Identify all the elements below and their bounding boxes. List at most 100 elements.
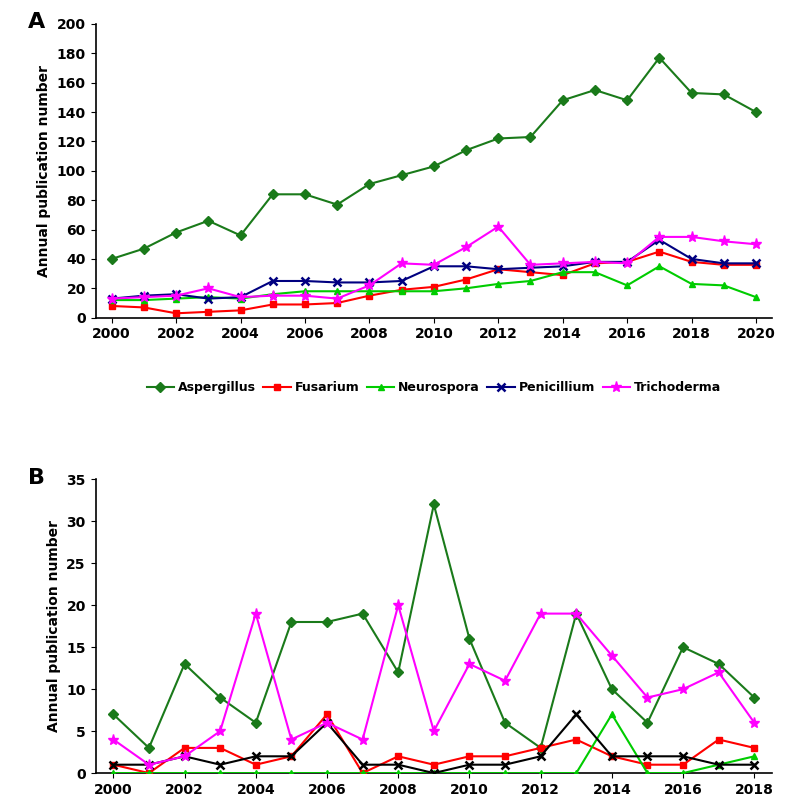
Neurospora xyxy=(429,768,439,778)
Neurospora xyxy=(500,768,509,778)
Aspergillus xyxy=(590,85,599,95)
Trichoderma xyxy=(751,239,761,249)
Trichoderma xyxy=(572,609,581,618)
Aspergillus xyxy=(678,642,688,652)
Fusarium xyxy=(500,752,509,761)
Aspergillus xyxy=(139,244,149,253)
Penicillium xyxy=(144,760,154,769)
Trichoderma xyxy=(108,735,118,744)
Fusarium xyxy=(642,760,652,769)
Trichoderma xyxy=(300,291,310,300)
Neurospora xyxy=(429,286,439,296)
Neurospora xyxy=(393,768,403,778)
Aspergillus xyxy=(622,96,632,105)
Neurospora xyxy=(714,760,724,769)
Aspergillus xyxy=(494,134,503,143)
Trichoderma xyxy=(144,760,154,769)
Fusarium xyxy=(144,768,154,778)
Aspergillus xyxy=(572,609,581,618)
Neurospora xyxy=(687,279,696,289)
Aspergillus xyxy=(333,200,342,210)
Penicillium xyxy=(714,760,724,769)
Aspergillus xyxy=(287,617,296,626)
Trichoderma xyxy=(322,718,332,728)
Penicillium xyxy=(236,292,245,302)
Trichoderma xyxy=(333,294,342,304)
Neurospora xyxy=(204,292,213,302)
Trichoderma xyxy=(171,291,181,300)
Neurospora xyxy=(180,768,189,778)
Neurospora xyxy=(494,279,503,289)
Neurospora xyxy=(607,709,617,719)
Neurospora xyxy=(751,292,761,302)
Line: Neurospora: Neurospora xyxy=(108,263,759,304)
Trichoderma xyxy=(216,726,225,736)
Aspergillus xyxy=(393,668,403,677)
Neurospora xyxy=(558,267,568,277)
Neurospora xyxy=(719,281,728,290)
Legend: Aspergillus, Fusarium, Neurospora, Penicillium, Trichoderma: Aspergillus, Fusarium, Neurospora, Penic… xyxy=(142,376,726,399)
Aspergillus xyxy=(107,254,116,264)
Fusarium xyxy=(107,301,116,311)
Fusarium xyxy=(461,275,470,285)
Trichoderma xyxy=(607,651,617,661)
Penicillium xyxy=(750,760,759,769)
Trichoderma xyxy=(461,242,470,252)
Aspergillus xyxy=(525,132,535,142)
Aspergillus xyxy=(500,718,509,728)
Fusarium xyxy=(525,267,535,277)
Penicillium xyxy=(654,235,664,245)
Fusarium xyxy=(322,709,332,719)
Line: Neurospora: Neurospora xyxy=(110,711,758,776)
Line: Trichoderma: Trichoderma xyxy=(106,221,762,304)
Penicillium xyxy=(642,752,652,761)
Penicillium xyxy=(216,760,225,769)
Penicillium xyxy=(678,752,688,761)
Aspergillus xyxy=(180,659,189,669)
Penicillium xyxy=(108,760,118,769)
Penicillium xyxy=(622,257,632,267)
Aspergillus xyxy=(268,190,278,199)
Trichoderma xyxy=(204,284,213,293)
Aspergillus xyxy=(687,88,696,98)
Penicillium xyxy=(107,294,116,304)
Penicillium xyxy=(393,760,403,769)
Y-axis label: Annual publication number: Annual publication number xyxy=(47,520,60,732)
Trichoderma xyxy=(139,292,149,302)
Neurospora xyxy=(622,281,632,290)
Penicillium xyxy=(558,261,568,271)
Text: A: A xyxy=(28,12,45,32)
Aspergillus xyxy=(654,53,664,62)
Neurospora xyxy=(171,294,181,304)
Fusarium xyxy=(622,257,632,267)
Penicillium xyxy=(687,254,696,264)
Trichoderma xyxy=(500,676,509,685)
Aspergillus xyxy=(461,146,470,155)
Fusarium xyxy=(607,752,617,761)
Trichoderma xyxy=(397,258,407,268)
Aspergillus xyxy=(751,108,761,117)
Fusarium xyxy=(687,257,696,267)
Aspergillus xyxy=(465,634,474,643)
Neurospora xyxy=(572,768,581,778)
Aspergillus xyxy=(358,609,368,618)
Fusarium xyxy=(333,298,342,308)
Fusarium xyxy=(429,282,439,292)
Trichoderma xyxy=(719,237,728,246)
Trichoderma xyxy=(393,600,403,610)
Line: Fusarium: Fusarium xyxy=(110,711,758,776)
Fusarium xyxy=(358,768,368,778)
Aspergillus xyxy=(365,179,374,189)
Penicillium xyxy=(607,752,617,761)
Penicillium xyxy=(251,752,260,761)
Penicillium xyxy=(590,257,599,267)
Neurospora xyxy=(139,296,149,305)
Trichoderma xyxy=(465,659,474,669)
Fusarium xyxy=(465,752,474,761)
Trichoderma xyxy=(654,232,664,241)
Penicillium xyxy=(204,294,213,304)
Fusarium xyxy=(654,247,664,257)
Trichoderma xyxy=(687,232,696,241)
Fusarium xyxy=(397,285,407,295)
Penicillium xyxy=(751,258,761,268)
